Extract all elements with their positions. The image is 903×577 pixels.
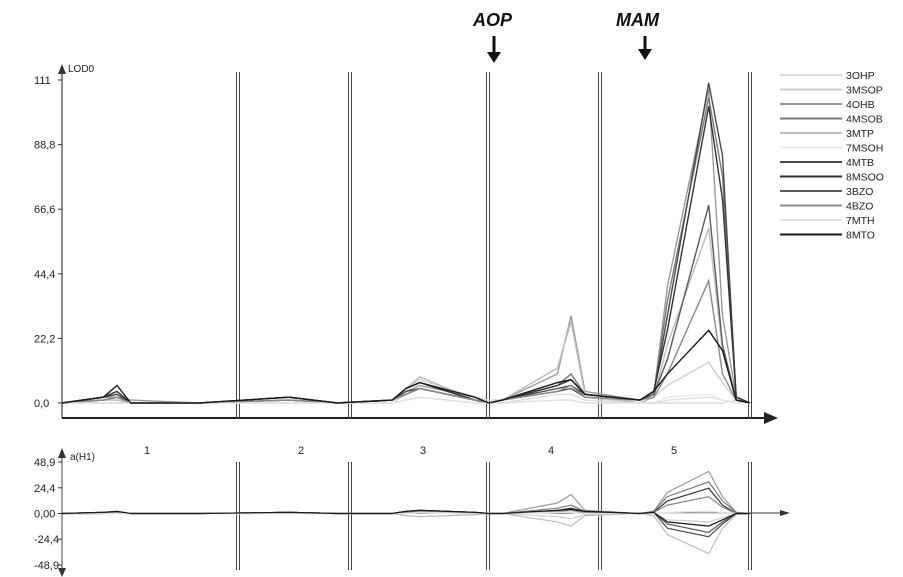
lod-tick-label: 44,4 bbox=[34, 269, 55, 281]
legend: 3OHP 3MSOP 4OHB 4MSOB 3MTP 7MSOH 4MTB 8MSOO 3BZO… bbox=[780, 70, 884, 242]
lod-series-3MTP bbox=[61, 228, 751, 404]
lod-series-4BZO bbox=[61, 278, 751, 404]
legend-label: 4MTB bbox=[846, 157, 874, 169]
legend-label: 7MSOH bbox=[846, 143, 883, 155]
lod-ylabel: LOD0 bbox=[68, 64, 95, 75]
legend-label: 8MTO bbox=[846, 230, 875, 242]
legend-label: 4OHB bbox=[846, 99, 875, 111]
effect-series-group bbox=[61, 470, 751, 555]
lod-tick-label: 0,0 bbox=[34, 398, 49, 410]
lod-tick-label: 88,8 bbox=[34, 140, 55, 152]
legend-label: 7MTH bbox=[846, 215, 875, 227]
annotation-mam: MAM bbox=[616, 10, 660, 30]
annotation-aop: AOP bbox=[472, 10, 513, 30]
chromosome-label-3: 3 bbox=[420, 445, 426, 457]
effect-tick-label: 48,9 bbox=[34, 457, 55, 469]
lod-tick-label: 22,2 bbox=[34, 333, 55, 345]
lod-series-4MTB bbox=[61, 82, 751, 404]
legend-label: 3MTP bbox=[846, 128, 874, 140]
effect-tick-label: 24,4 bbox=[34, 483, 55, 495]
lod-series-group bbox=[61, 82, 751, 404]
effect-series-4OHB bbox=[61, 470, 751, 515]
effect-series-8MTO bbox=[61, 508, 750, 527]
effect-tick-label: -48,9 bbox=[34, 560, 59, 572]
lod-series-3BZO bbox=[61, 204, 751, 404]
effect-series-8MSOO bbox=[61, 487, 750, 515]
legend-label: 8MSOO bbox=[846, 172, 884, 184]
effect-tick-label: -24,4 bbox=[34, 534, 59, 546]
legend-label: 3OHP bbox=[846, 70, 875, 82]
lod-series-8MTO bbox=[61, 329, 751, 404]
chromosome-separators bbox=[61, 72, 752, 570]
lod-series-4MSOB bbox=[61, 97, 751, 404]
annotation-arrow-aop bbox=[487, 36, 501, 63]
chromosome-label-1: 1 bbox=[144, 445, 150, 457]
chromosome-label-2: 2 bbox=[298, 445, 304, 457]
legend-label: 3MSOP bbox=[846, 85, 883, 97]
chromosome-label-4: 4 bbox=[548, 445, 554, 457]
lod-tick-label: 66,6 bbox=[34, 204, 55, 216]
effect-ylabel: a(H1) bbox=[70, 452, 95, 463]
lod-series-8MSOO bbox=[61, 106, 751, 404]
effect-series-4MSOB bbox=[61, 481, 751, 515]
annotation-arrow-mam bbox=[638, 36, 652, 60]
legend-label: 4MSOB bbox=[846, 114, 883, 126]
chromosome-label-5: 5 bbox=[671, 445, 677, 457]
legend-label: 3BZO bbox=[846, 186, 873, 198]
effect-tick-label: 0,00 bbox=[34, 509, 55, 521]
lod-x-axis bbox=[62, 412, 778, 424]
effect-series-3MTP bbox=[62, 511, 751, 555]
lod-tick-label: 111 bbox=[34, 75, 51, 87]
legend-label: 4BZO bbox=[846, 201, 873, 213]
lod-series-4OHB bbox=[61, 88, 751, 404]
